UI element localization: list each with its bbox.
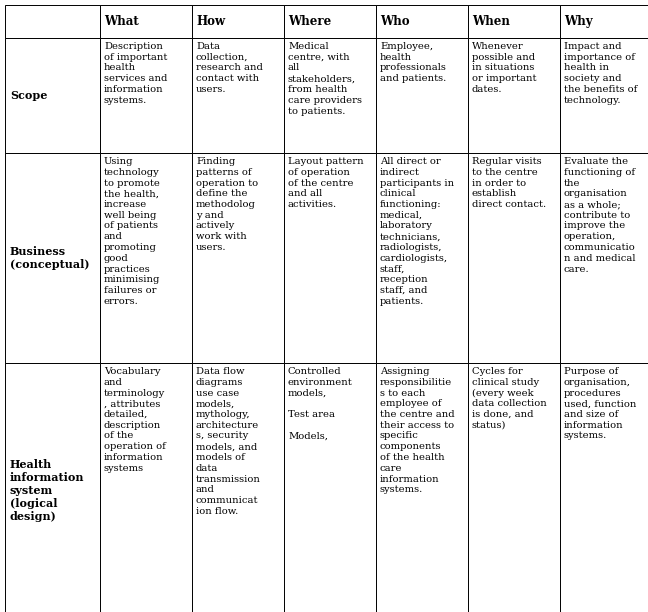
Bar: [468, 5, 560, 38]
Bar: [560, 153, 648, 363]
Text: Purpose of
organisation,
procedures
used, function
and size of
information
syste: Purpose of organisation, procedures used…: [564, 367, 636, 441]
Bar: [192, 153, 284, 363]
Text: How: How: [196, 15, 225, 28]
Bar: [376, 363, 468, 612]
Bar: [100, 5, 192, 38]
Text: Whenever
possible and
in situations
or important
dates.: Whenever possible and in situations or i…: [472, 42, 537, 94]
Bar: [192, 38, 284, 153]
Text: Scope: Scope: [10, 90, 47, 101]
Bar: [284, 153, 376, 363]
Text: Why: Why: [564, 15, 593, 28]
Text: Where: Where: [288, 15, 331, 28]
Bar: [376, 153, 468, 363]
Bar: [376, 38, 468, 153]
Bar: [560, 363, 648, 612]
Bar: [468, 38, 560, 153]
Bar: [376, 5, 468, 38]
Text: Vocabulary
and
terminology
, attributes
detailed,
description
of the
operation o: Vocabulary and terminology , attributes …: [104, 367, 166, 472]
Text: Data flow
diagrams
use case
models,
mythology,
architecture
s, security
models, : Data flow diagrams use case models, myth…: [196, 367, 261, 516]
Text: Business
(conceptual): Business (conceptual): [10, 246, 89, 270]
Bar: [5, 153, 100, 363]
Bar: [100, 363, 192, 612]
Text: Using
technology
to promote
the health,
increase
well being
of patients
and
prom: Using technology to promote the health, …: [104, 157, 160, 306]
Text: Regular visits
to the centre
in order to
establish
direct contact.: Regular visits to the centre in order to…: [472, 157, 546, 209]
Bar: [100, 153, 192, 363]
Bar: [5, 5, 100, 38]
Text: Impact and
importance of
health in
society and
the benefits of
technology.: Impact and importance of health in socie…: [564, 42, 638, 105]
Text: Medical
centre, with
all
stakeholders,
from health
care providers
to patients.: Medical centre, with all stakeholders, f…: [288, 42, 362, 116]
Bar: [284, 5, 376, 38]
Text: Layout pattern
of operation
of the centre
and all
activities.: Layout pattern of operation of the centr…: [288, 157, 364, 209]
Text: Employee,
health
professionals
and patients.: Employee, health professionals and patie…: [380, 42, 447, 83]
Bar: [100, 38, 192, 153]
Bar: [468, 363, 560, 612]
Text: Description
of important
health
services and
information
systems.: Description of important health services…: [104, 42, 167, 105]
Bar: [560, 38, 648, 153]
Bar: [192, 363, 284, 612]
Bar: [284, 38, 376, 153]
Text: Finding
patterns of
operation to
define the
methodolog
y and
actively
work with
: Finding patterns of operation to define …: [196, 157, 258, 252]
Text: Controlled
environment
models,

Test area

Models,: Controlled environment models, Test area…: [288, 367, 353, 441]
Bar: [560, 5, 648, 38]
Bar: [192, 5, 284, 38]
Bar: [5, 38, 100, 153]
Text: Cycles for
clinical study
(every week
data collection
is done, and
status): Cycles for clinical study (every week da…: [472, 367, 547, 430]
Text: Evaluate the
functioning of
the
organisation
as a whole;
contribute to
improve t: Evaluate the functioning of the organisa…: [564, 157, 636, 274]
Text: All direct or
indirect
participants in
clinical
functioning:
medical,
laboratory: All direct or indirect participants in c…: [380, 157, 454, 306]
Text: Assigning
responsibilitie
s to each
employee of
the centre and
their access to
s: Assigning responsibilitie s to each empl…: [380, 367, 455, 494]
Text: What: What: [104, 15, 139, 28]
Text: Data
collection,
research and
contact with
users.: Data collection, research and contact wi…: [196, 42, 263, 94]
Text: Health
information
system
(logical
design): Health information system (logical desig…: [10, 458, 84, 523]
Bar: [284, 363, 376, 612]
Bar: [468, 153, 560, 363]
Bar: [5, 363, 100, 612]
Text: When: When: [472, 15, 510, 28]
Text: Who: Who: [380, 15, 410, 28]
